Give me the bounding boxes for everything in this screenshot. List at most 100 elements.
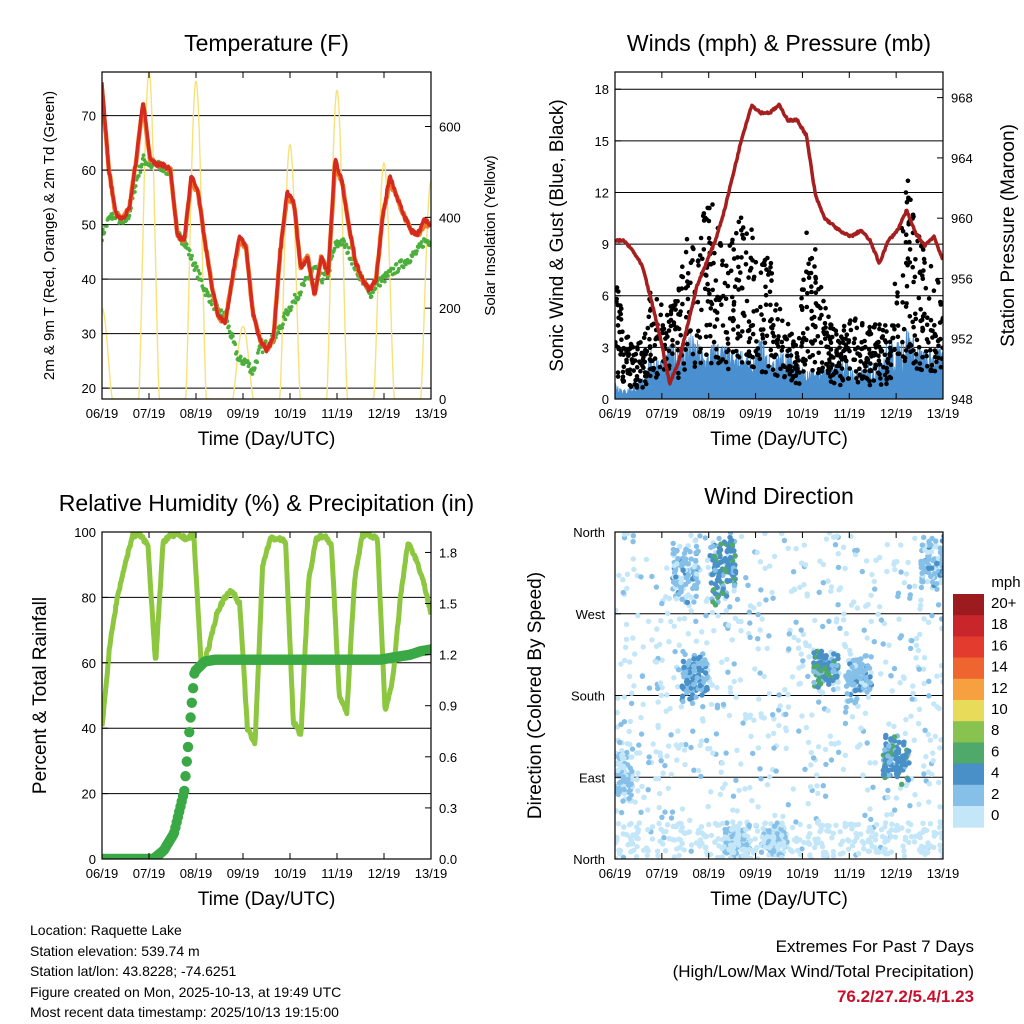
direction-point	[676, 852, 682, 859]
direction-point	[783, 727, 790, 734]
gust-point	[683, 285, 689, 291]
direction-point	[699, 716, 706, 722]
direction-point	[656, 820, 662, 827]
gust-point	[930, 328, 935, 334]
direction-point	[645, 618, 652, 625]
direction-point	[629, 768, 635, 775]
dewpoint-point	[255, 360, 259, 365]
direction-point	[872, 760, 878, 766]
gust-point	[864, 355, 870, 361]
gust-point	[725, 283, 731, 289]
gust-point	[665, 334, 670, 339]
direction-point	[929, 565, 935, 571]
direction-point	[830, 853, 837, 859]
gust-point	[801, 369, 806, 374]
gust-point	[812, 338, 818, 343]
legend-swatch-4	[953, 678, 984, 701]
gust-point	[753, 259, 759, 265]
x-tick-label-temperature-6: 12/19	[368, 406, 401, 421]
direction-point	[866, 686, 873, 692]
direction-point	[786, 646, 792, 652]
direction-point	[688, 532, 694, 539]
gust-point	[763, 369, 768, 375]
direction-point	[688, 848, 694, 854]
gust-point	[798, 304, 804, 309]
gust-point	[676, 375, 681, 381]
direction-point	[878, 617, 885, 623]
gust-point	[738, 215, 744, 221]
direction-point	[916, 720, 922, 727]
direction-point	[658, 826, 664, 832]
gust-point	[835, 352, 840, 358]
gust-point	[809, 284, 814, 289]
gust-point	[913, 316, 919, 322]
direction-point	[881, 772, 888, 778]
frame-humidity	[101, 531, 432, 860]
direction-point	[623, 636, 630, 643]
direction-point	[917, 602, 924, 609]
gust-point	[914, 337, 920, 343]
direction-point	[673, 574, 679, 580]
direction-point	[818, 823, 825, 829]
gust-point	[879, 348, 885, 354]
gust-point	[637, 359, 642, 365]
gust-point	[676, 370, 681, 376]
direction-point	[808, 762, 814, 768]
y-tick-label-direction-4: North	[573, 525, 605, 540]
direction-point	[897, 635, 903, 641]
y2-tick-label-temperature-1: 200	[439, 301, 461, 316]
direction-point	[852, 551, 859, 558]
gust-point	[846, 338, 852, 343]
direction-point	[940, 854, 943, 859]
direction-point	[779, 820, 785, 826]
direction-point	[618, 779, 624, 785]
gust-point	[705, 205, 710, 211]
gust-point	[939, 356, 943, 361]
gust-point	[882, 372, 888, 378]
direction-point	[727, 604, 733, 610]
gust-point	[907, 341, 913, 347]
direction-point	[674, 846, 680, 852]
direction-point	[684, 680, 690, 686]
direction-point	[695, 830, 701, 836]
direction-point	[716, 573, 722, 579]
gust-point	[852, 318, 858, 323]
direction-point	[638, 809, 644, 815]
direction-point	[730, 819, 736, 825]
direction-point	[913, 655, 919, 661]
direction-point	[944, 559, 949, 564]
direction-point	[653, 749, 659, 755]
direction-point	[828, 740, 834, 747]
gust-point	[634, 365, 640, 370]
direction-point	[897, 767, 903, 773]
direction-point	[894, 822, 900, 829]
direction-point	[755, 745, 762, 751]
direction-point	[691, 663, 697, 669]
direction-point	[764, 833, 771, 840]
direction-point	[911, 839, 918, 845]
gust-point	[803, 357, 808, 363]
direction-point	[886, 759, 892, 765]
gust-point	[707, 240, 712, 246]
direction-point	[907, 645, 914, 652]
direction-point	[915, 647, 922, 654]
direction-point	[681, 847, 687, 853]
gust-point	[810, 353, 815, 358]
direction-point	[704, 686, 710, 693]
direction-point	[740, 720, 746, 726]
direction-point	[873, 821, 880, 828]
direction-point	[790, 786, 796, 792]
gust-point	[764, 333, 770, 339]
gust-point	[920, 314, 926, 319]
gust-point	[825, 344, 831, 350]
y-axis-label-winds: Sonic Wind & Gust (Blue, Black)	[547, 99, 568, 371]
direction-point	[817, 659, 824, 665]
direction-point	[944, 557, 949, 562]
direction-point	[693, 638, 700, 644]
gust-point	[905, 178, 911, 184]
direction-point	[883, 659, 889, 665]
direction-point	[732, 553, 738, 559]
direction-point	[912, 792, 918, 798]
direction-point	[909, 638, 915, 644]
gust-point	[692, 360, 698, 366]
